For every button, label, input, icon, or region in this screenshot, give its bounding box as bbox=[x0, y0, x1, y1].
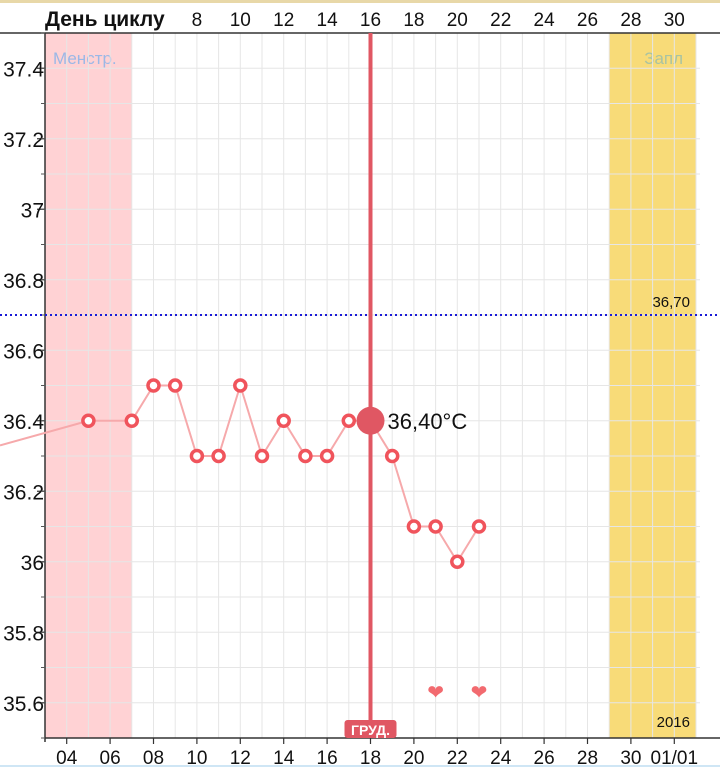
x-tick-label: 10 bbox=[186, 748, 207, 767]
top-tick-label: 26 bbox=[577, 10, 598, 31]
temperature-point[interactable] bbox=[428, 519, 443, 534]
temperature-point[interactable] bbox=[211, 448, 226, 464]
y-tick-label: 36.8 bbox=[3, 270, 44, 293]
top-divider bbox=[0, 0, 720, 3]
temperature-point[interactable] bbox=[319, 448, 335, 464]
y-tick-label: 35.6 bbox=[3, 693, 44, 716]
top-tick-label: 28 bbox=[620, 10, 641, 31]
temperature-point[interactable] bbox=[406, 519, 422, 534]
x-tick-label: 04 bbox=[56, 748, 78, 767]
top-tick-label: 12 bbox=[273, 10, 294, 31]
temperature-point[interactable] bbox=[471, 519, 487, 534]
phase-band-label: Менстр. bbox=[53, 49, 117, 68]
temperature-point[interactable] bbox=[81, 413, 96, 428]
reference-line-label: 36,70 bbox=[652, 294, 690, 311]
y-tick-label: 37.4 bbox=[3, 58, 44, 81]
top-tick-label: 14 bbox=[317, 10, 339, 31]
temperature-point[interactable] bbox=[146, 378, 161, 393]
selected-marker-tag bbox=[344, 720, 397, 738]
y-tick-label: 35.8 bbox=[3, 622, 44, 645]
selected-point[interactable] bbox=[356, 406, 385, 435]
heart-icon: ❤ bbox=[427, 682, 444, 704]
y-tick-label: 36.6 bbox=[3, 340, 44, 363]
bottom-divider bbox=[0, 765, 720, 767]
phase-band-label: Запл bbox=[644, 49, 683, 68]
temperature-point[interactable] bbox=[233, 378, 248, 393]
y-tick-label: 37.2 bbox=[3, 129, 44, 152]
x-tick-label: 14 bbox=[273, 748, 295, 767]
y-tick-label: 36.4 bbox=[3, 411, 44, 434]
top-tick-label: 16 bbox=[360, 10, 381, 31]
x-tick-label: 12 bbox=[230, 748, 251, 767]
top-tick-label: 30 bbox=[664, 10, 685, 31]
top-tick-label: 10 bbox=[230, 10, 251, 31]
temperature-point[interactable] bbox=[167, 378, 183, 393]
temperature-point[interactable] bbox=[298, 448, 313, 464]
top-tick-label: 22 bbox=[490, 10, 511, 31]
top-axis-title: День циклу bbox=[45, 8, 165, 31]
temperature-point[interactable] bbox=[384, 448, 400, 464]
y-tick-label: 36 bbox=[21, 552, 44, 575]
top-tick-label: 20 bbox=[447, 10, 468, 31]
selected-value-label: 36,40°C bbox=[388, 409, 468, 434]
temperature-point[interactable] bbox=[276, 413, 291, 428]
x-tick-label: 26 bbox=[534, 748, 555, 767]
y-tick-label: 36.2 bbox=[3, 481, 44, 504]
x-tick-label: 16 bbox=[317, 748, 338, 767]
x-tick-label: 01/01 bbox=[651, 748, 699, 767]
temperature-point[interactable] bbox=[189, 448, 205, 464]
temperature-point[interactable] bbox=[341, 413, 357, 428]
x-tick-label: 22 bbox=[447, 748, 468, 767]
temperature-point[interactable] bbox=[124, 413, 140, 428]
top-tick-label: 8 bbox=[192, 10, 203, 31]
top-tick-label: 24 bbox=[534, 10, 556, 31]
heart-icon: ❤ bbox=[471, 682, 488, 704]
year-label: 2016 bbox=[657, 714, 690, 731]
temperature-point[interactable] bbox=[450, 554, 465, 569]
temperature-point[interactable] bbox=[254, 448, 270, 464]
x-tick-label: 06 bbox=[100, 748, 121, 767]
x-tick-label: 24 bbox=[490, 748, 512, 767]
y-tick-label: 37 bbox=[21, 199, 44, 222]
x-tick-label: 20 bbox=[403, 748, 424, 767]
top-tick-label: 18 bbox=[403, 10, 424, 31]
x-tick-label: 18 bbox=[360, 748, 381, 767]
selected-marker-label: ГРУД. bbox=[351, 722, 390, 738]
x-tick-label: 08 bbox=[143, 748, 164, 767]
x-tick-label: 28 bbox=[577, 748, 598, 767]
x-tick-label: 30 bbox=[620, 748, 641, 767]
